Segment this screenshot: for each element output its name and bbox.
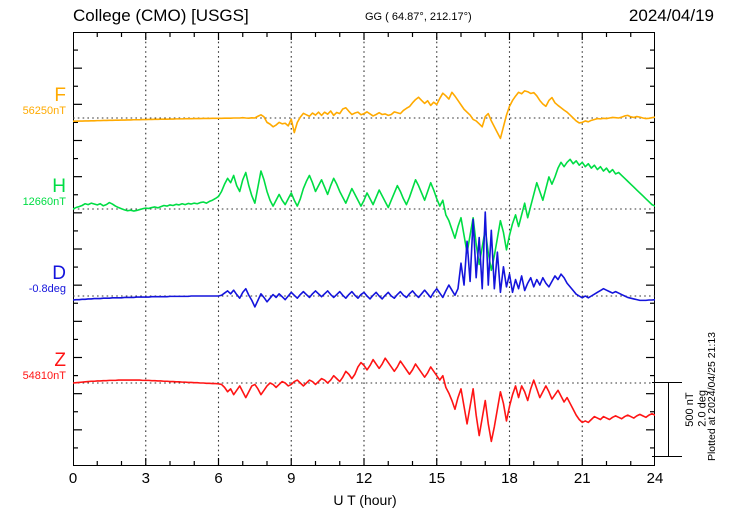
component-label-f: F 56250nT xyxy=(0,86,66,117)
x-tick-3: 3 xyxy=(141,470,150,487)
observation-date: 2024/04/19 xyxy=(628,6,714,25)
component-letter-h: H xyxy=(52,176,66,197)
component-value-d: -0.8deg xyxy=(28,282,66,295)
grid-lines xyxy=(73,32,655,466)
component-value-h: 12660nT xyxy=(22,195,66,208)
trace-h xyxy=(73,158,655,272)
scale-bar-bottom-cap xyxy=(652,456,682,458)
component-value-z: 54810nT xyxy=(22,369,66,382)
x-tick-24: 24 xyxy=(646,470,664,487)
component-label-h: H 12660nT xyxy=(0,177,66,208)
axis-ticks xyxy=(73,32,655,466)
scale-units-nt: 500 nT xyxy=(684,392,696,427)
component-letter-z: Z xyxy=(54,350,66,371)
x-tick-21: 21 xyxy=(573,470,591,487)
x-axis-title: U T (hour) xyxy=(333,492,397,508)
component-letter-f: F xyxy=(54,85,66,106)
x-tick-6: 6 xyxy=(214,470,223,487)
magnetogram-plot xyxy=(73,32,655,466)
station-title: College (CMO) [USGS] xyxy=(73,6,249,25)
x-tick-9: 9 xyxy=(287,470,296,487)
scale-bar-top-cap xyxy=(652,382,682,384)
trace-lines xyxy=(73,90,655,443)
x-tick-15: 15 xyxy=(428,470,446,487)
component-value-f: 56250nT xyxy=(22,104,66,117)
geographic-coordinates: GG ( 64.87°, 212.17°) xyxy=(365,11,472,23)
component-label-d: D -0.8deg xyxy=(0,264,66,295)
trace-f xyxy=(73,90,655,140)
trace-z xyxy=(73,357,655,443)
x-tick-18: 18 xyxy=(501,470,518,487)
trace-d xyxy=(73,211,655,308)
x-tick-12: 12 xyxy=(355,470,373,487)
scale-bar-line xyxy=(668,383,670,457)
x-tick-0: 0 xyxy=(68,470,78,487)
plotted-at-timestamp: Plotted at 2024/04/25 21:13 xyxy=(706,332,718,462)
component-letter-d: D xyxy=(52,263,66,284)
component-label-z: Z 54810nT xyxy=(0,351,66,382)
